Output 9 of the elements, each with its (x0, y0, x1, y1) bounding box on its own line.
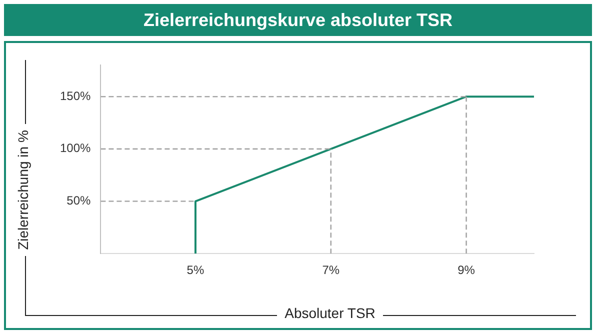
x-axis-title: Absoluter TSR (276, 305, 384, 321)
y-tick-label: 100% (60, 141, 92, 156)
y-axis-title: Zielerreichung in % (15, 124, 31, 256)
chart-title: Zielerreichungskurve absoluter TSR (4, 4, 592, 36)
x-tick-label: 9% (458, 263, 476, 278)
x-tick-label: 5% (186, 263, 204, 278)
y-tick-label: 50% (66, 194, 92, 208)
y-tick-label: 150% (60, 88, 92, 103)
x-tick-label: 7% (322, 263, 340, 278)
